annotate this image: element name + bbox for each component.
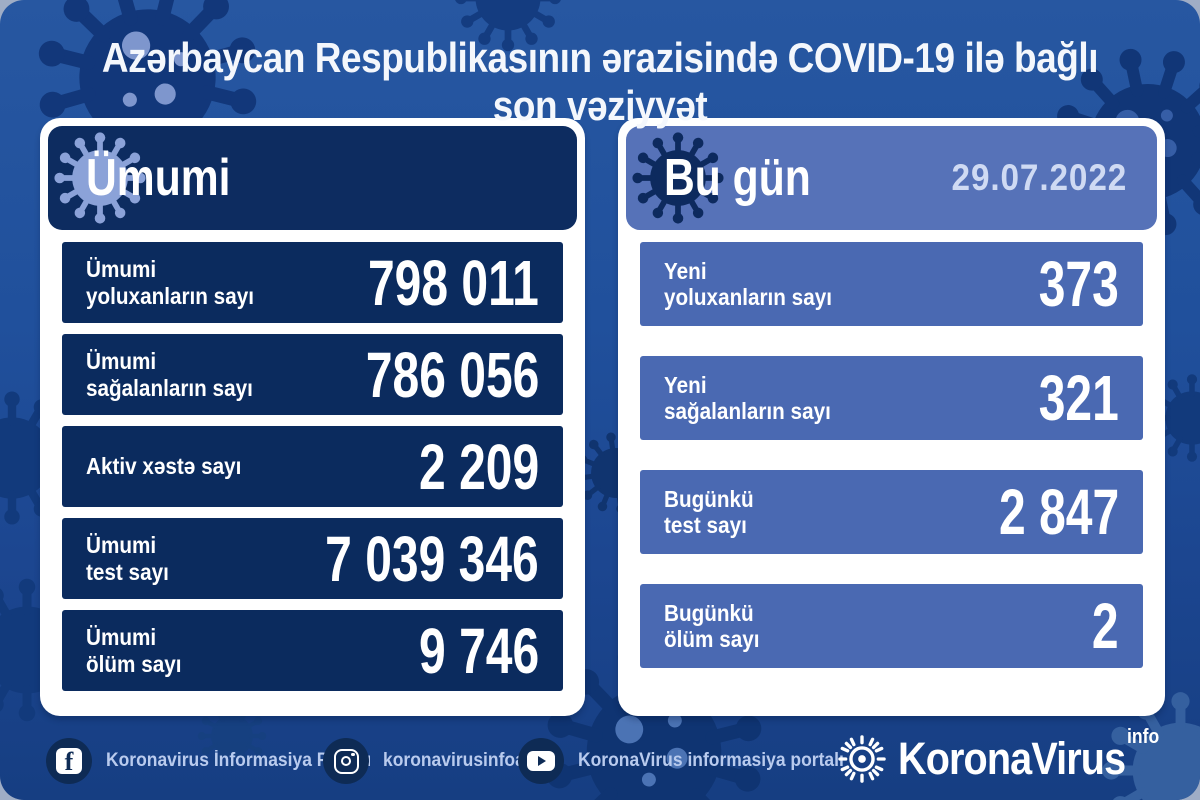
koronavirus-logo: KoronaVirusinfo <box>838 726 1193 785</box>
umumi-rows: Ümumi yoluxanların sayı 798 011 Ümumi sa… <box>48 230 577 691</box>
row-new-recovered: Yeni sağalanların sayı 321 <box>640 356 1143 440</box>
panel-umumi-header: Ümumi <box>48 126 577 230</box>
row-label-line1: Yeni <box>664 257 707 284</box>
panel-bugun-header: Bu gün 29.07.2022 <box>626 126 1157 230</box>
row-label: Yeni sağalanların sayı <box>664 372 831 424</box>
logo-word: KoronaVirus <box>898 733 1126 784</box>
row-value: 786 056 <box>365 338 539 411</box>
row-new-infected: Yeni yoluxanların sayı 373 <box>640 242 1143 326</box>
row-today-deaths: Bugünkü ölüm sayı 2 <box>640 584 1143 668</box>
row-active-cases: Aktiv xəstə sayı 2 209 <box>62 426 563 507</box>
page-title: Azərbaycan Respublikasının ərazisində CO… <box>101 34 1099 129</box>
row-total-deaths: Ümumi ölüm sayı 9 746 <box>62 610 563 691</box>
row-label-line1: Yeni <box>664 371 707 398</box>
row-label-line1: Ümumi <box>86 532 157 559</box>
bugun-rows: Yeni yoluxanların sayı 373 Yeni sağalanl… <box>626 230 1157 668</box>
row-label-line2: ölüm sayı <box>86 650 182 677</box>
row-label: Yeni yoluxanların sayı <box>664 258 832 310</box>
row-label-line2: ölüm sayı <box>664 626 760 652</box>
row-label: Ümumi yoluxanların sayı <box>86 256 254 308</box>
row-label-line1: Ümumi <box>86 624 157 651</box>
row-label-line1: Bugünkü <box>664 599 754 626</box>
logo-text: KoronaVirusinfo <box>898 726 1159 785</box>
row-label: Ümumi test sayı <box>86 532 169 584</box>
panel-bugun-title: Bu gün <box>664 149 811 207</box>
row-value: 321 <box>1038 362 1119 434</box>
row-today-tests: Bugünkü test sayı 2 847 <box>640 470 1143 554</box>
instagram-link[interactable]: koronavirusinfoaz <box>323 737 547 785</box>
row-label-line2: yoluxanların sayı <box>86 282 254 309</box>
row-label: Ümumi ölüm sayı <box>86 624 181 676</box>
panel-umumi-title: Ümumi <box>86 149 231 207</box>
row-label-line2: sağalanların sayı <box>86 374 253 401</box>
row-label-line2: yoluxanların sayı <box>664 284 832 310</box>
row-label-line2: test sayı <box>664 512 747 538</box>
row-total-recovered: Ümumi sağalanların sayı 786 056 <box>62 334 563 415</box>
row-value: 2 209 <box>418 430 539 503</box>
row-label-line2: sağalanların sayı <box>664 398 831 424</box>
panel-bugun: Bu gün 29.07.2022 Yeni yoluxanların sayı… <box>618 118 1165 716</box>
youtube-link[interactable]: KoronaVirus informasiya portalı <box>518 737 867 785</box>
row-label: Ümumi sağalanların sayı <box>86 348 253 400</box>
panel-umumi: Ümumi Ümumi yoluxanların sayı 798 011 Üm… <box>40 118 585 716</box>
youtube-icon <box>518 738 564 784</box>
row-label-line1: Ümumi <box>86 348 157 375</box>
instagram-icon <box>323 738 369 784</box>
facebook-icon: f <box>46 738 92 784</box>
row-label: Aktiv xəstə sayı <box>86 453 241 479</box>
row-value: 373 <box>1038 248 1119 320</box>
logo-sup: info <box>1127 726 1160 748</box>
row-label-line1: Aktiv xəstə sayı <box>86 453 242 480</box>
row-label-line1: Ümumi <box>86 256 157 283</box>
row-total-tests: Ümumi test sayı 7 039 346 <box>62 518 563 599</box>
row-value: 9 746 <box>418 614 539 687</box>
youtube-label: KoronaVirus informasiya portalı <box>578 750 844 771</box>
virus-logo-icon <box>838 735 886 783</box>
row-label: Bugünkü ölüm sayı <box>664 600 759 652</box>
row-label-line2: test sayı <box>86 558 169 585</box>
row-total-infected: Ümumi yoluxanların sayı 798 011 <box>62 242 563 323</box>
row-label: Bugünkü test sayı <box>664 486 754 538</box>
row-value: 7 039 346 <box>325 522 539 595</box>
row-value: 2 847 <box>998 476 1119 548</box>
row-label-line1: Bugünkü <box>664 485 754 512</box>
row-value: 798 011 <box>368 246 539 319</box>
instagram-label: koronavirusinfoaz <box>383 750 534 771</box>
report-date: 29.07.2022 <box>951 157 1127 198</box>
row-value: 2 <box>1092 590 1119 662</box>
